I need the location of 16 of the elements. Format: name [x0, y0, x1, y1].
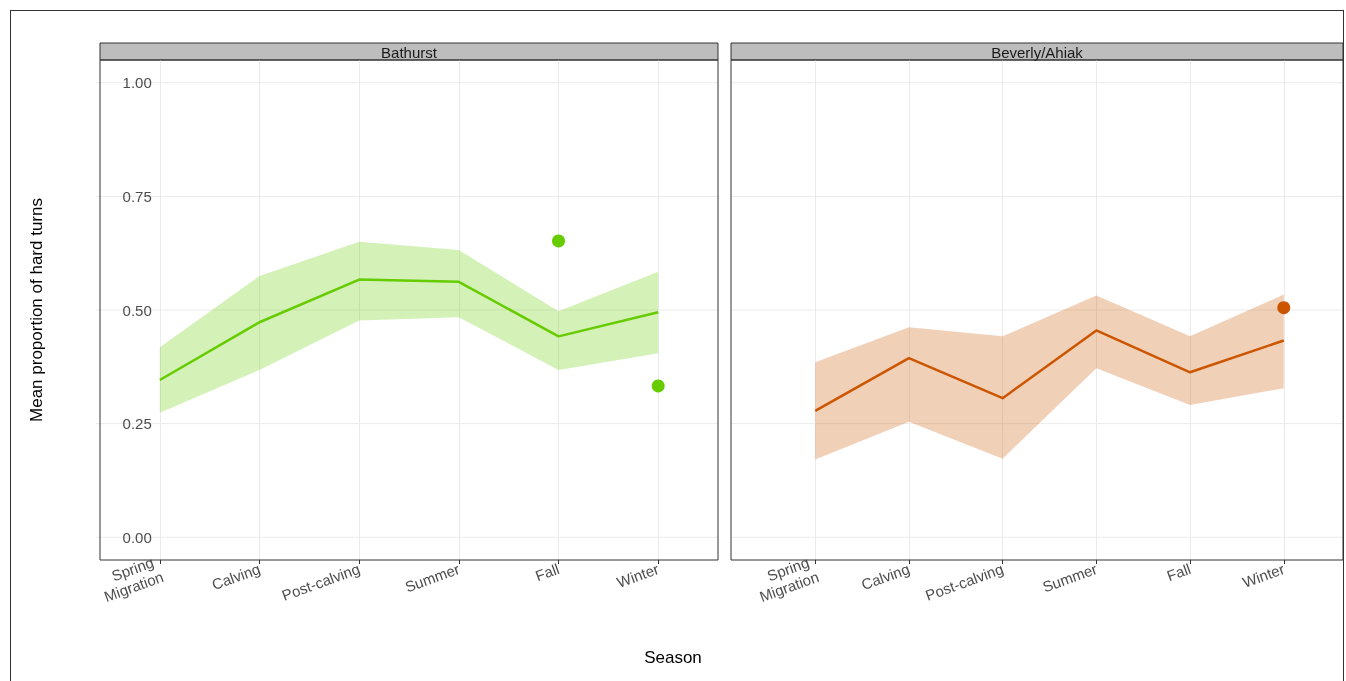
y-axis-title: Mean proportion of hard turns	[27, 198, 46, 422]
x-tick-label: Calving	[859, 560, 912, 594]
x-tick-label: Calving	[209, 560, 263, 594]
y-tick-label: 0.50	[122, 301, 152, 319]
line-series	[158, 278, 660, 382]
chart-title: Beverly/Ahiak	[991, 43, 1084, 61]
x-tick-label: Winter	[614, 560, 662, 591]
y-tick-label: 0.00	[122, 528, 152, 546]
y-tick-label: 1.00	[122, 74, 152, 92]
y-tick-label: 0.75	[122, 187, 152, 205]
x-tick-label: Fall	[532, 560, 562, 585]
chart-title: Bathurst	[381, 43, 438, 61]
x-axis-title: Season	[643, 648, 703, 668]
x-tick-label: Winter	[1240, 560, 1287, 591]
x-tick-label: Fall	[1164, 560, 1193, 585]
y-tick-label: 0.25	[122, 415, 152, 433]
